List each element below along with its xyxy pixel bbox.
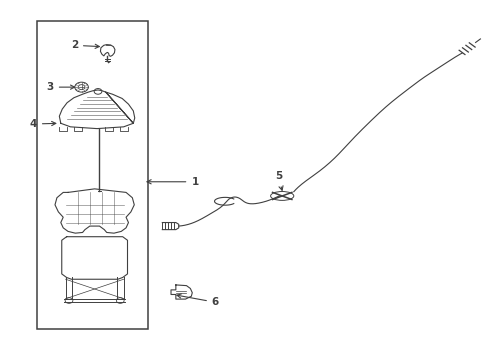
Text: 5: 5	[274, 171, 283, 190]
Text: 3: 3	[46, 82, 75, 92]
Text: 6: 6	[177, 294, 219, 307]
Text: 1: 1	[147, 177, 198, 187]
Text: 2: 2	[71, 40, 99, 50]
Bar	[37, 21, 147, 329]
Text: 4: 4	[29, 119, 56, 129]
